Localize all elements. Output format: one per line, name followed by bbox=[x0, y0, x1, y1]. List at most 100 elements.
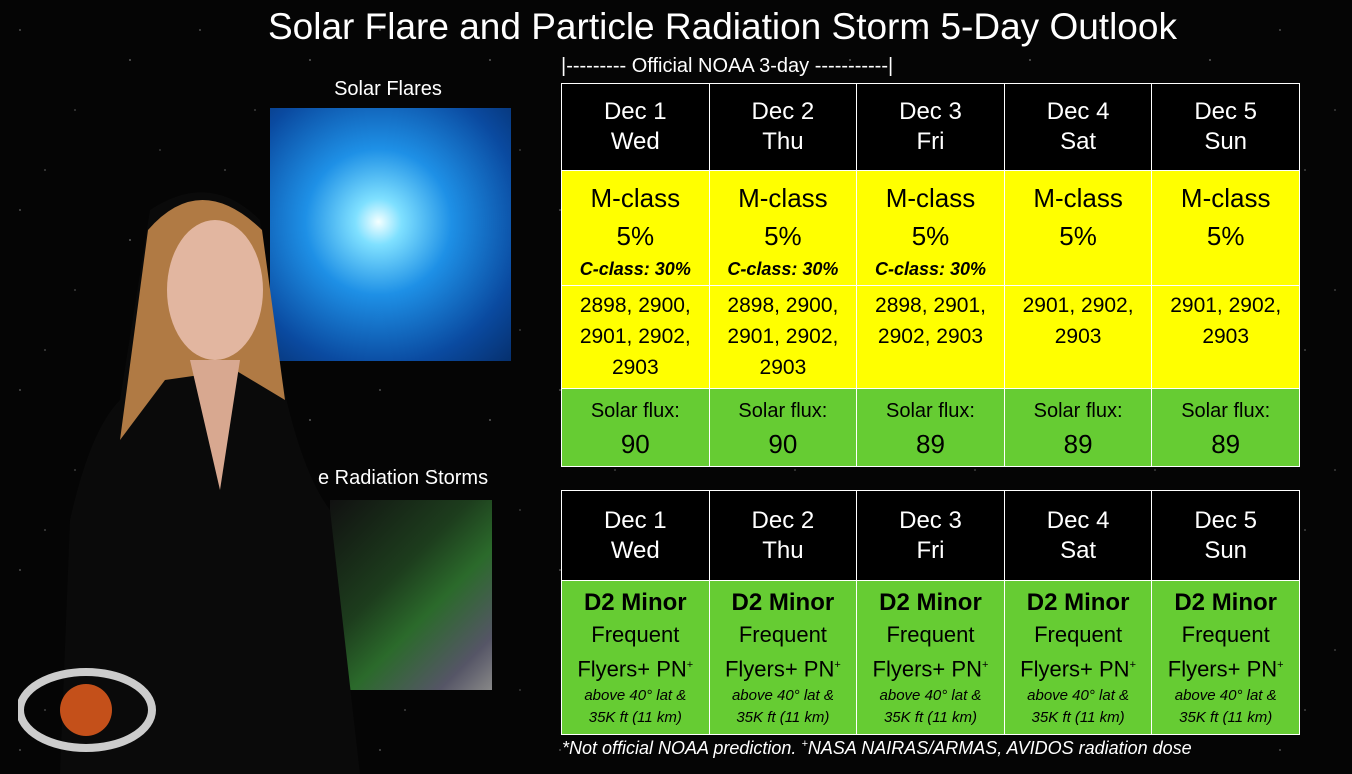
line2-mark: + bbox=[981, 659, 989, 672]
flare-class: M-class bbox=[590, 183, 681, 213]
flares-label: Solar Flares bbox=[334, 78, 442, 100]
table-cell: D2 Minor Frequent Flyers+ PN+ above 40° lat… bbox=[1151, 580, 1300, 735]
weekday: Wed bbox=[610, 536, 660, 564]
table-cell: M-class 5% bbox=[1151, 170, 1300, 286]
weekday: Wed bbox=[610, 128, 660, 155]
table-cell: D2 Minor Frequent Flyers+ PN+ above 40° lat… bbox=[1003, 580, 1153, 735]
table-cell: Solar flux: 89 bbox=[1151, 388, 1300, 467]
level: D2 Minor bbox=[583, 589, 687, 617]
line2-text: Flyers+ PN bbox=[1020, 656, 1130, 682]
table-cell: M-class 5% bbox=[1003, 170, 1153, 286]
line2: Flyers+ PN+ bbox=[577, 650, 693, 684]
date: Dec 3 bbox=[899, 98, 962, 125]
regions: 2903 bbox=[1202, 325, 1250, 348]
flux-value: 89 bbox=[1211, 428, 1241, 459]
level: D2 Minor bbox=[1174, 589, 1278, 617]
weekday: Fri bbox=[916, 128, 945, 155]
regions: 2898, 2900, bbox=[727, 294, 839, 317]
footnote-text: *Not official NOAA prediction. bbox=[562, 738, 802, 758]
note: above 40° lat & bbox=[584, 686, 687, 704]
table-cell: 2898, 2900, 2901, 2902, 2903 bbox=[708, 285, 858, 389]
line2-mark: + bbox=[686, 659, 694, 672]
regions: 2901, 2902, bbox=[1170, 294, 1282, 317]
table-cell: 2901, 2902, 2903 bbox=[1151, 285, 1300, 389]
subtitle: |--------- Official NOAA 3-day ---------… bbox=[561, 55, 894, 77]
weekday: Sun bbox=[1204, 128, 1248, 155]
flux-value: 90 bbox=[620, 428, 650, 459]
line2-text: Flyers+ PN bbox=[872, 656, 982, 682]
date: Dec 4 bbox=[1046, 98, 1110, 125]
table-cell: Dec 4 Sat bbox=[1003, 490, 1153, 581]
c-class: C-class: 30% bbox=[579, 259, 691, 279]
table-cell: Dec 2 Thu bbox=[708, 490, 858, 581]
flare-class: M-class bbox=[1033, 183, 1123, 213]
flux-label: Solar flux: bbox=[590, 399, 680, 422]
table-cell: M-class 5% C-class: 30% bbox=[856, 170, 1005, 286]
footnote: *Not official NOAA prediction. +NASA NAI… bbox=[562, 738, 1302, 759]
flare-chance: 5% bbox=[1059, 221, 1097, 251]
line2: Flyers+ PN+ bbox=[1020, 650, 1136, 684]
regions: 2898, 2900, bbox=[579, 294, 691, 317]
flux-value: 89 bbox=[1063, 428, 1093, 459]
date: Dec 1 bbox=[603, 506, 667, 534]
table-cell: Solar flux: 90 bbox=[561, 388, 710, 467]
flare-chance: 5% bbox=[764, 221, 802, 251]
weekday: Thu bbox=[762, 536, 804, 564]
line1: Frequent bbox=[1181, 622, 1270, 648]
line2-text: Flyers+ PN bbox=[1167, 656, 1278, 682]
regions: 2901, 2902, bbox=[727, 325, 839, 348]
level: D2 Minor bbox=[731, 589, 835, 617]
title: Solar Flare and Particle Radiation Storm… bbox=[268, 6, 1177, 47]
flux-label: Solar flux: bbox=[738, 399, 828, 422]
c-class: C-class: 30% bbox=[727, 259, 839, 279]
weekday: Sun bbox=[1204, 536, 1248, 564]
c-class: C-class: 30% bbox=[874, 259, 987, 279]
flare-class: M-class bbox=[738, 183, 828, 213]
flare-class: M-class bbox=[1180, 183, 1271, 213]
table-cell: Dec 1 Wed bbox=[561, 490, 710, 581]
regions: 2903 bbox=[611, 356, 659, 379]
table-cell: D2 Minor Frequent Flyers+ PN+ above 40° lat… bbox=[856, 580, 1005, 735]
table-cell: Dec 4 Sat bbox=[1003, 83, 1153, 171]
regions: 2901, 2902, bbox=[579, 325, 691, 348]
table-cell: Dec 5 Sun bbox=[1151, 490, 1300, 581]
flare-class: M-class bbox=[885, 183, 976, 213]
line2-mark: + bbox=[1129, 659, 1137, 672]
note: above 40° lat & bbox=[731, 686, 834, 704]
flux-value: 90 bbox=[768, 428, 798, 459]
date: Dec 5 bbox=[1194, 506, 1258, 534]
flux-label: Solar flux: bbox=[1033, 399, 1123, 422]
table-cell: 2898, 2901, 2902, 2903 bbox=[856, 285, 1005, 389]
regions: 2903 bbox=[1054, 325, 1102, 348]
date: Dec 3 bbox=[899, 506, 962, 534]
note: 35K ft (11 km) bbox=[883, 708, 978, 726]
flux-label: Solar flux: bbox=[886, 399, 975, 422]
regions: 2903 bbox=[759, 356, 807, 379]
table-cell: Dec 3 Fri bbox=[856, 490, 1005, 581]
table-cell: M-class 5% C-class: 30% bbox=[561, 170, 710, 286]
table-cell: 2901, 2902, 2903 bbox=[1003, 285, 1153, 389]
table-cell: Solar flux: 89 bbox=[856, 388, 1005, 467]
table-cell: Dec 1 Wed bbox=[561, 83, 710, 171]
table-cell: 2898, 2900, 2901, 2902, 2903 bbox=[561, 285, 710, 389]
line2-mark: + bbox=[834, 659, 841, 672]
regions: 2898, 2901, bbox=[875, 294, 986, 317]
date: Dec 1 bbox=[603, 98, 667, 125]
flare-chance: 5% bbox=[1206, 221, 1245, 251]
date: Dec 4 bbox=[1046, 506, 1110, 534]
line1: Frequent bbox=[886, 622, 975, 648]
weekday: Sat bbox=[1060, 128, 1097, 155]
solar-flare-image bbox=[270, 108, 511, 361]
line2: Flyers+ PN+ bbox=[725, 650, 841, 684]
presenter bbox=[60, 192, 360, 774]
table-cell: D2 Minor Frequent Flyers+ PN+ above 40° lat… bbox=[561, 580, 710, 735]
note: 35K ft (11 km) bbox=[736, 708, 830, 726]
flux-label: Solar flux: bbox=[1181, 399, 1271, 422]
note: 35K ft (11 km) bbox=[1179, 708, 1273, 726]
weekday: Fri bbox=[916, 536, 945, 564]
table-cell: M-class 5% C-class: 30% bbox=[708, 170, 858, 286]
footnote-text: NASA NAIRAS/ARMAS, AVIDOS radiation dose bbox=[807, 738, 1192, 758]
date: Dec 5 bbox=[1194, 98, 1258, 125]
table-cell: Dec 2 Thu bbox=[708, 83, 858, 171]
